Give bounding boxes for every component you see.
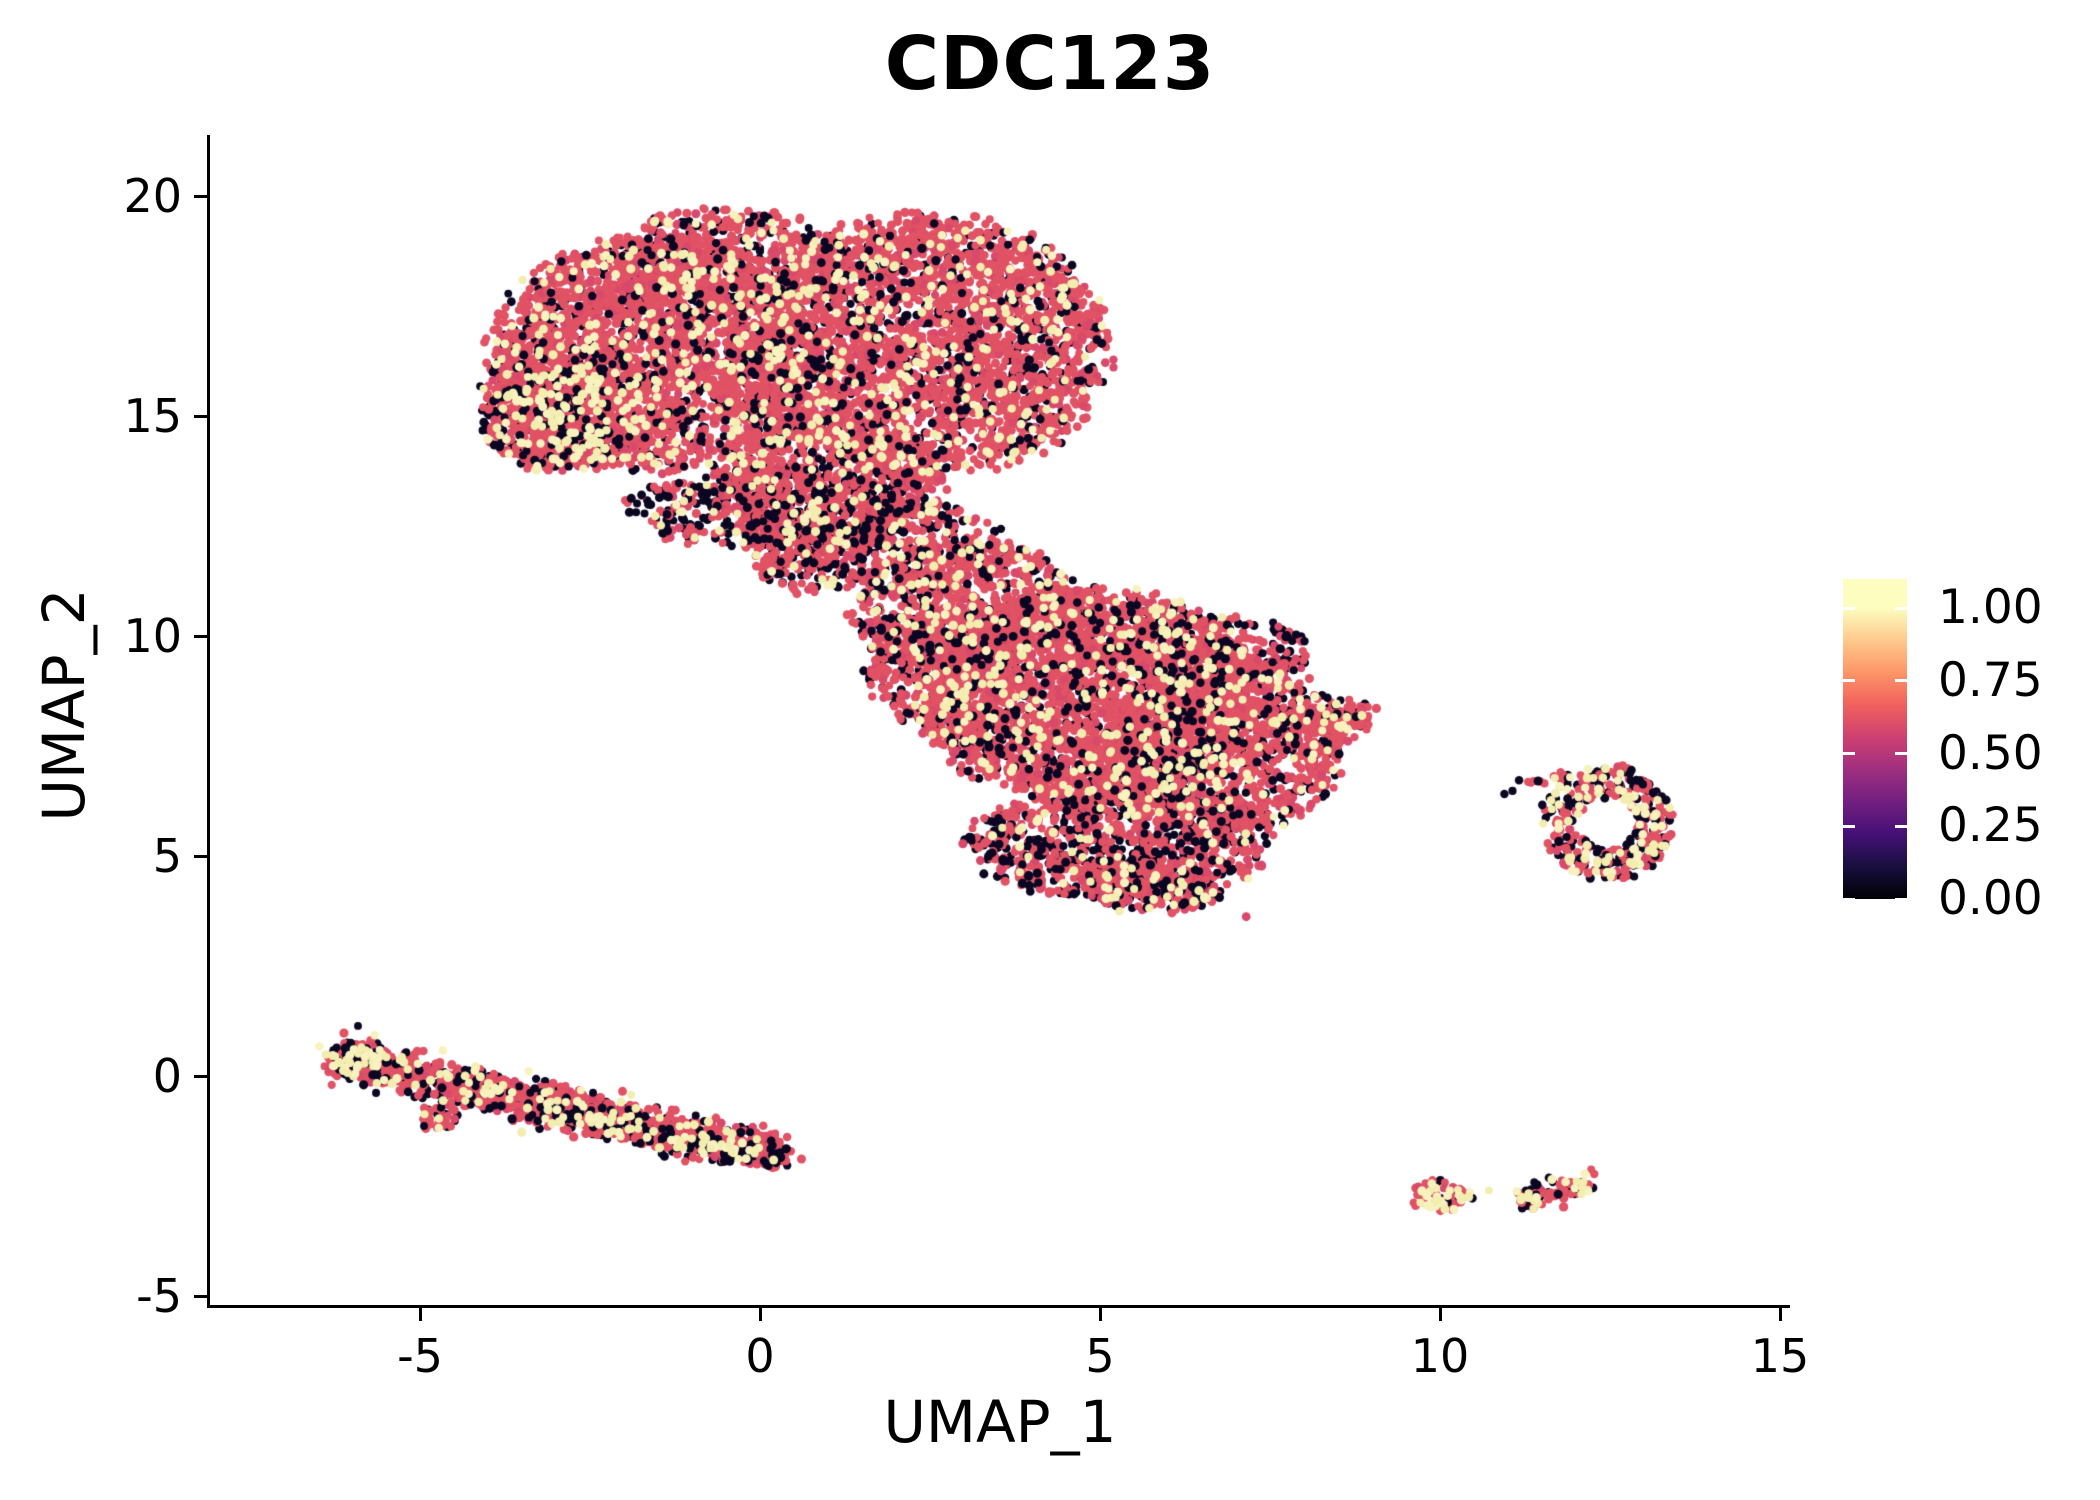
colorbar-tick-mark (1843, 824, 1855, 828)
colorbar-tick-mark (1895, 752, 1907, 756)
colorbar-tick-label: 0.75 (1938, 652, 2043, 708)
x-axis-line (207, 1305, 1790, 1308)
x-tick-label: 15 (1750, 1329, 1810, 1383)
colorbar-tick-mark (1895, 824, 1907, 828)
y-axis-line (207, 135, 210, 1308)
colorbar-tick-mark (1895, 606, 1907, 610)
y-tick-label: 20 (123, 169, 182, 223)
colorbar-tick-mark (1895, 679, 1907, 683)
y-tick-mark (194, 1294, 208, 1298)
y-tick-mark (194, 854, 208, 858)
x-tick-label: -5 (397, 1329, 443, 1383)
x-tick-mark (1438, 1307, 1442, 1321)
y-tick-label: 0 (152, 1049, 182, 1103)
x-tick-mark (1098, 1307, 1102, 1321)
x-tick-mark (1778, 1307, 1782, 1321)
y-tick-mark (194, 1074, 208, 1078)
y-tick-label: -5 (136, 1269, 182, 1323)
expression-colorbar (1843, 579, 1907, 899)
x-tick-mark (758, 1307, 762, 1321)
x-axis-title: UMAP_1 (883, 1388, 1117, 1456)
colorbar-tick-mark (1843, 679, 1855, 683)
colorbar-tick-label: 0.25 (1938, 798, 2043, 854)
y-tick-label: 10 (123, 609, 182, 663)
y-tick-mark (194, 194, 208, 198)
y-tick-mark (194, 414, 208, 418)
x-tick-label: 0 (745, 1329, 775, 1383)
colorbar-tick-mark (1843, 606, 1855, 610)
plot-title: CDC123 (884, 21, 1216, 107)
y-tick-mark (194, 634, 208, 638)
y-tick-label: 15 (123, 389, 182, 443)
x-tick-label: 10 (1410, 1329, 1470, 1383)
colorbar-tick-mark (1895, 897, 1907, 901)
colorbar-tick-label: 0.00 (1938, 871, 2043, 926)
colorbar-tick-label: 1.00 (1938, 580, 2043, 636)
y-tick-label: 5 (152, 829, 182, 883)
x-tick-label: 5 (1085, 1329, 1115, 1383)
colorbar-tick-mark (1843, 752, 1855, 756)
colorbar-tick-label: 0.50 (1938, 725, 2043, 781)
x-tick-mark (418, 1307, 422, 1321)
colorbar-tick-mark (1843, 897, 1855, 901)
